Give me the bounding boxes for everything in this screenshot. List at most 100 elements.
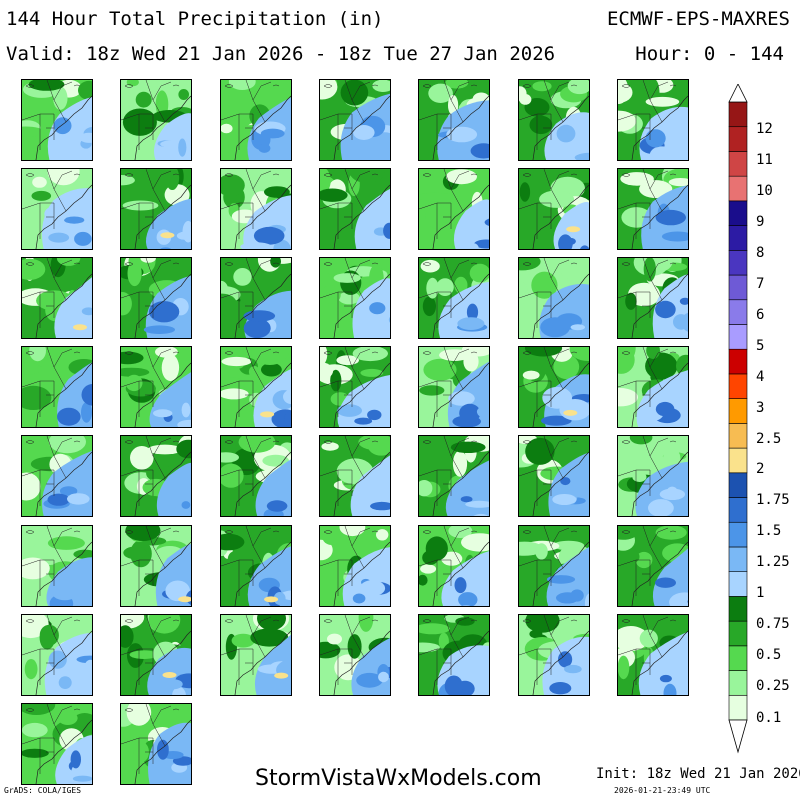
colorbar-level-label: 0.25 <box>756 678 790 694</box>
colorbar-swatch <box>728 645 748 671</box>
member-panel <box>517 435 590 518</box>
member-panel <box>219 168 292 251</box>
member-panel <box>616 79 689 161</box>
colorbar-swatch <box>728 472 748 498</box>
colorbar-swatch <box>728 447 748 474</box>
colorbar-min-arrow <box>728 719 748 754</box>
member-panel <box>219 613 292 696</box>
member-panel <box>318 257 391 340</box>
colorbar-level-label: 10 <box>756 183 773 199</box>
member-panel <box>219 346 292 429</box>
member-panel <box>318 524 391 607</box>
colorbar-level-label: 0.75 <box>756 616 790 632</box>
member-panel <box>418 168 491 251</box>
software-credit: GrADS: COLA/IGES <box>4 786 82 795</box>
member-panel <box>120 168 193 251</box>
colorbar-level-label: 9 <box>756 214 764 230</box>
member-panel <box>120 435 193 518</box>
colorbar-swatch <box>728 175 748 202</box>
member-panel <box>517 524 590 607</box>
member-panel <box>120 702 193 785</box>
colorbar-level-label: 3 <box>756 400 764 416</box>
member-panel <box>21 613 93 696</box>
member-panel <box>219 435 292 518</box>
member-panel <box>21 702 93 785</box>
member-panel <box>318 79 391 161</box>
colorbar-level-label: 1 <box>756 585 764 601</box>
colorbar-swatch <box>728 348 748 375</box>
colorbar-level-label: 0.5 <box>756 647 781 663</box>
member-panel <box>219 524 292 607</box>
colorbar-swatch <box>728 250 748 276</box>
member-panel <box>21 168 93 251</box>
colorbar-swatch <box>728 546 748 572</box>
member-panel <box>517 257 590 340</box>
member-panel <box>418 524 491 607</box>
colorbar-level-label: 5 <box>756 338 764 354</box>
member-panel <box>517 613 590 696</box>
forecast-hour-range: Hour: 0 - 144 <box>635 43 784 65</box>
member-panel <box>120 524 193 607</box>
site-watermark: StormVistaWxModels.com <box>255 766 542 791</box>
member-panel <box>517 346 590 429</box>
member-panel <box>418 613 491 696</box>
generation-timestamp: 2026-01-21-23:49 UTC <box>614 786 711 795</box>
member-panel <box>318 346 391 429</box>
member-panel <box>517 168 590 251</box>
member-panel <box>318 613 391 696</box>
member-panel <box>120 79 193 161</box>
member-panel <box>616 613 689 696</box>
colorbar-swatch <box>728 497 748 523</box>
member-panel <box>219 257 292 340</box>
valid-period: Valid: 18z Wed 21 Jan 2026 - 18z Tue 27 … <box>6 43 556 65</box>
colorbar-swatch <box>728 200 748 226</box>
member-panel <box>21 435 93 518</box>
member-panel <box>418 257 491 340</box>
colorbar-level-label: 1.75 <box>756 492 790 508</box>
colorbar-swatch <box>728 596 748 622</box>
colorbar-level-label: 1.25 <box>756 554 790 570</box>
colorbar-level-label: 6 <box>756 307 764 323</box>
colorbar-swatch <box>728 299 748 325</box>
member-panel <box>120 613 193 696</box>
member-panel <box>318 168 391 251</box>
colorbar-level-label: 2.5 <box>756 431 781 447</box>
member-panel <box>318 435 391 518</box>
colorbar-swatch <box>728 126 748 152</box>
colorbar-swatch <box>728 670 748 696</box>
precipitation-colorbar: 0.1 0.25 0.5 0.75 1 1.25 1.5 1.75 2 2.5 3 4 5 6 7 8 9 10 1… <box>728 84 790 754</box>
member-panel <box>616 168 689 251</box>
colorbar-swatch <box>728 151 748 177</box>
colorbar-level-label: 12 <box>756 121 773 137</box>
colorbar-swatch <box>728 225 748 251</box>
member-panel <box>120 257 193 340</box>
member-panel <box>21 524 93 607</box>
colorbar-level-label: 11 <box>756 152 773 168</box>
colorbar-swatch <box>728 101 748 128</box>
init-time: Init: 18z Wed 21 Jan 2026 <box>596 766 800 782</box>
colorbar-level-label: 8 <box>756 245 764 261</box>
colorbar-level-label: 1.5 <box>756 523 781 539</box>
colorbar-swatch <box>728 324 748 350</box>
member-panel <box>21 257 93 340</box>
colorbar-swatch <box>728 620 748 647</box>
colorbar-level-label: 2 <box>756 461 764 477</box>
member-panel <box>418 346 491 429</box>
colorbar-max-arrow <box>728 84 748 103</box>
colorbar-level-label: 0.1 <box>756 710 781 726</box>
colorbar-swatch <box>728 521 748 548</box>
member-panel <box>616 257 689 340</box>
member-panel <box>616 524 689 607</box>
colorbar-swatch <box>728 694 748 721</box>
member-panel <box>21 79 93 161</box>
member-panel <box>21 346 93 429</box>
member-panel <box>219 79 292 161</box>
colorbar-swatch <box>728 398 748 424</box>
colorbar-swatch <box>728 274 748 301</box>
member-panel <box>616 435 689 518</box>
colorbar-swatch <box>728 373 748 399</box>
member-panel <box>517 79 590 161</box>
colorbar-level-label: 7 <box>756 276 764 292</box>
member-panel <box>616 346 689 429</box>
member-panel <box>418 79 491 161</box>
